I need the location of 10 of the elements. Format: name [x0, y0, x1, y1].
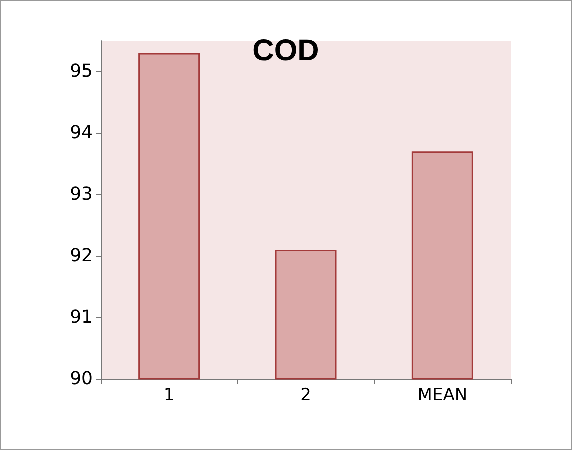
chart-title: COD — [252, 34, 320, 68]
y-tick-label: 93 — [70, 184, 93, 206]
y-tick-label: 94 — [70, 122, 93, 144]
y-tick-label: 92 — [70, 246, 93, 267]
x-tick-label: 1 — [164, 386, 175, 406]
x-tick-label: MEAN — [418, 386, 468, 406]
y-tick-label: 90 — [70, 368, 93, 390]
y-tick-label: 91 — [70, 307, 93, 328]
x-tick-label: 2 — [300, 386, 312, 406]
y-tick-label: 95 — [70, 61, 93, 82]
